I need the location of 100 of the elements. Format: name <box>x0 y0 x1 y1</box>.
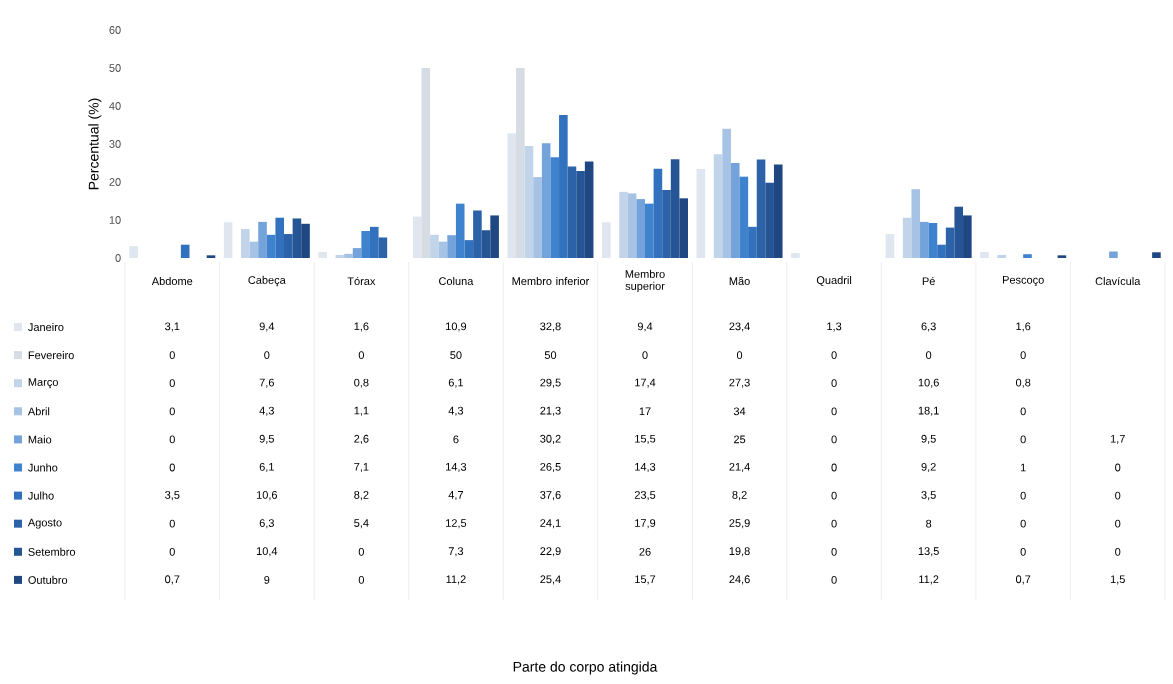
data-label: 13,5 <box>918 547 939 557</box>
bar <box>464 240 474 258</box>
bar <box>301 223 310 258</box>
data-label: 3,5 <box>165 491 180 501</box>
data-label: 50 <box>544 351 557 359</box>
data-label: 0 <box>1020 351 1026 359</box>
data-label: 21,4 <box>729 462 750 473</box>
data-label: 4,7 <box>448 491 464 501</box>
data-label: 23,4 <box>729 322 750 332</box>
bar <box>679 198 688 258</box>
legend-label: Abril <box>27 407 50 416</box>
bar <box>928 223 938 258</box>
data-label: 10,6 <box>918 378 939 388</box>
bar <box>249 241 259 258</box>
bar <box>206 255 216 258</box>
data-label: 3,5 <box>921 491 936 501</box>
data-label: 4,3 <box>448 406 464 416</box>
bar <box>318 251 327 258</box>
data-label: 14,3 <box>446 462 467 473</box>
data-label: 0,8 <box>1015 378 1031 388</box>
bar <box>1057 255 1067 258</box>
data-label: 0,8 <box>354 378 369 388</box>
x-tick-label: Quadril <box>816 275 852 286</box>
bar <box>902 217 912 258</box>
data-label: 17 <box>639 407 651 416</box>
x-tick-label: Mão <box>729 276 750 285</box>
bar <box>670 159 680 258</box>
bar <box>292 218 302 258</box>
x-tick-label: Cabeça <box>248 275 286 287</box>
x-tick-label: Coluna <box>439 276 474 286</box>
bar <box>447 235 456 258</box>
data-label: 0 <box>831 435 837 444</box>
data-label: 9,5 <box>259 434 274 444</box>
data-label: 29,5 <box>540 378 561 388</box>
legend-label: Maio <box>28 435 52 444</box>
data-label: 5,4 <box>354 519 369 529</box>
bar <box>791 253 800 258</box>
data-label: 9,4 <box>637 322 653 332</box>
bar <box>722 128 731 258</box>
bar <box>180 244 190 258</box>
data-label: 6,3 <box>259 519 274 529</box>
bar <box>473 210 482 258</box>
data-label: 0 <box>169 379 175 388</box>
bar <box>438 241 448 258</box>
data-label: 17,9 <box>635 519 656 529</box>
data-label: 24,6 <box>729 575 750 585</box>
data-label: 0 <box>358 547 364 556</box>
data-label: 0 <box>169 351 175 359</box>
data-label: 0 <box>169 547 175 556</box>
data-label: 0 <box>1020 435 1026 444</box>
data-label: 6,3 <box>921 322 936 332</box>
y-tick-label: 60 <box>109 26 121 34</box>
data-label: 0 <box>169 435 175 444</box>
data-label: 1 <box>1020 463 1026 472</box>
y-tick-label: 20 <box>109 178 121 186</box>
bar <box>559 115 568 258</box>
data-label: 1,5 <box>1110 575 1125 585</box>
data-label: 7,1 <box>354 463 369 472</box>
data-label: 17,4 <box>635 378 656 388</box>
bar <box>937 244 946 258</box>
bar <box>911 189 921 258</box>
data-label: 1,3 <box>827 322 842 332</box>
data-label: 32,8 <box>540 322 561 332</box>
bar <box>1109 251 1118 258</box>
bar <box>748 226 757 258</box>
bar <box>963 215 972 258</box>
data-label: 18,1 <box>918 406 939 416</box>
bar <box>765 182 774 258</box>
legend-label: Agosto <box>27 518 62 529</box>
legend-label: Março <box>28 378 58 389</box>
data-label: 9,2 <box>921 462 936 473</box>
bar <box>275 217 285 258</box>
bar <box>739 176 749 258</box>
data-label: 10,4 <box>256 547 278 557</box>
bar <box>266 234 276 258</box>
data-label: 0 <box>1115 463 1121 472</box>
data-label: 2,6 <box>354 434 369 444</box>
bar <box>636 199 645 258</box>
bar <box>524 145 534 258</box>
y-tick-label: 50 <box>109 64 121 72</box>
bar <box>455 203 465 258</box>
bar <box>619 191 628 258</box>
bar <box>129 246 138 258</box>
data-label: 11,2 <box>446 575 466 585</box>
y-tick-label: 0 <box>115 254 121 262</box>
bar <box>335 254 345 258</box>
data-label: 0 <box>169 519 175 528</box>
y-tick-label: 10 <box>109 216 121 224</box>
data-label: 14,3 <box>635 462 656 473</box>
data-label: 0 <box>1115 491 1121 500</box>
bar <box>369 226 379 258</box>
data-label: 7,3 <box>448 547 464 557</box>
bar <box>284 234 293 258</box>
data-label: 0 <box>1020 491 1026 500</box>
data-label: 0 <box>926 351 932 359</box>
x-tick-label: Tórax <box>347 276 376 286</box>
bar <box>258 221 267 258</box>
bar <box>576 170 585 258</box>
bar <box>945 227 955 258</box>
data-label: 25,4 <box>540 575 561 585</box>
